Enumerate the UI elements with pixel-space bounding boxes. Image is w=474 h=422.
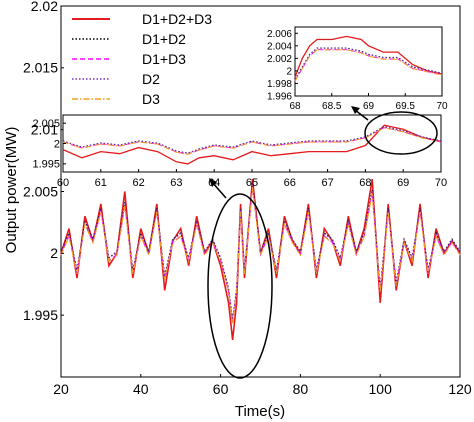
- x-axis-label: Time(s): [235, 403, 285, 420]
- y-tick-label: 2.006: [267, 29, 292, 40]
- x-tick-label: 69: [363, 101, 375, 112]
- series-line-d1-d2-d3: [294, 35, 443, 78]
- x-tick-label: 68: [289, 101, 301, 112]
- y-tick-label: 2.015: [23, 60, 58, 76]
- y-tick-label: 2.01: [31, 122, 58, 138]
- y-tick-label: 1.995: [23, 307, 58, 323]
- y-tick-label: 1.996: [267, 92, 292, 103]
- x-tick-label: 63: [170, 177, 182, 189]
- series-line-d1-d2-d3: [62, 124, 442, 165]
- y-tick-label: 2.002: [267, 54, 292, 65]
- legend-label: D1+D2: [142, 31, 186, 47]
- x-tick-label: 65: [246, 177, 258, 189]
- x-tick-label: 70: [435, 177, 447, 189]
- x-tick-label: 60: [213, 381, 229, 397]
- inset-top-frame: [294, 26, 443, 97]
- x-tick-label: 68: [359, 177, 371, 189]
- series-line-d3: [62, 127, 442, 155]
- y-tick-label: 2.005: [23, 183, 58, 199]
- series-line-d3: [60, 187, 461, 324]
- x-tick-label: 69.5: [396, 101, 416, 112]
- y-tick-label: 2.005: [32, 118, 60, 130]
- inset-mid-frame: [62, 114, 442, 173]
- arrow-inset-to-zoom: [354, 109, 369, 121]
- y-tick-label: 2: [50, 245, 58, 261]
- y-tick-label: 1.995: [32, 159, 60, 171]
- x-tick-label: 80: [293, 381, 309, 397]
- y-tick-label: 1.998: [267, 79, 292, 90]
- x-tick-label: 40: [133, 381, 149, 397]
- y-axis-label: Output power(MW): [3, 127, 20, 254]
- x-tick-label: 69: [397, 177, 409, 189]
- y-tick-label: 2.004: [267, 41, 292, 52]
- legend-label: D2: [142, 71, 160, 87]
- highlight-ellipse-main: [207, 193, 273, 379]
- series-line-d2: [294, 47, 443, 80]
- y-tick-label: 2.02: [31, 0, 58, 14]
- legend: D1+D2+D3 D1+D2 D1+D3 D2 D3: [72, 11, 212, 107]
- legend-label: D1+D3: [142, 51, 186, 67]
- legend-label: D3: [142, 91, 160, 107]
- x-tick-label: 60: [57, 177, 69, 189]
- main-series-lines: [60, 178, 461, 340]
- legend-label: D1+D2+D3: [142, 11, 212, 27]
- highlight-ellipse-inset: [364, 111, 438, 155]
- x-tick-label: 61: [95, 177, 107, 189]
- x-tick-label: 100: [369, 381, 393, 397]
- x-tick-label: 70: [436, 101, 448, 112]
- arrowhead-main: [209, 178, 217, 187]
- y-tick-label: 2: [286, 66, 292, 77]
- inset-mid-series-lines: [62, 124, 442, 165]
- x-tick-label: 67: [321, 177, 333, 189]
- inset-top-series-lines: [294, 35, 443, 82]
- series-line-d2: [62, 126, 442, 154]
- x-tick-label: 66: [284, 177, 296, 189]
- series-line-d3: [294, 49, 443, 82]
- x-tick-label: 62: [132, 177, 144, 189]
- y-tick-label: 2: [54, 138, 60, 150]
- x-tick-label: 120: [448, 381, 472, 397]
- x-tick-label: 68.5: [322, 101, 342, 112]
- arrowhead-inset: [351, 106, 360, 114]
- x-tick-label: 20: [53, 381, 69, 397]
